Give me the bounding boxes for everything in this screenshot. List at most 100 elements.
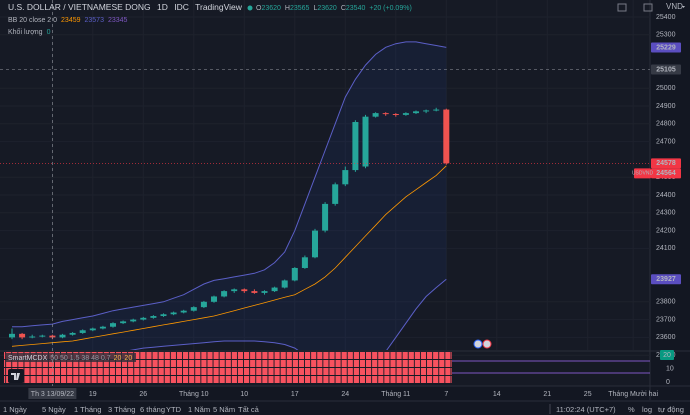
header-line: U.S. DOLLAR / VIETNAMESE DONG 1D IDC Tra…	[8, 2, 243, 12]
ohlc-value: 23620	[317, 5, 337, 12]
bb-line	[11, 165, 447, 347]
symbol: U.S. DOLLAR / VIETNAMESE DONG	[8, 2, 151, 12]
bb-value: 23459	[61, 17, 81, 24]
candle-body	[352, 122, 359, 171]
y-tick-label: 24400	[656, 192, 676, 199]
bb-value: 23345	[108, 17, 128, 24]
unit-caret	[682, 6, 685, 8]
source: TradingView	[195, 2, 243, 12]
range-button[interactable]: 1 Tháng	[74, 405, 101, 414]
indicator-tick: 10	[666, 365, 674, 372]
candle-body	[89, 328, 96, 331]
price-marker-label: 23927	[656, 276, 676, 283]
bb-line	[12, 41, 447, 328]
candle-body	[140, 317, 147, 320]
price-marker	[651, 274, 681, 285]
candle-body	[291, 267, 298, 281]
ohlc: O23620 H23565 L23620 C23540 +20 (+0.09%)	[256, 5, 412, 12]
candle-body	[180, 310, 187, 313]
x-tick-label: Tháng 11	[381, 391, 410, 398]
range-button[interactable]: 3 Tháng	[108, 405, 135, 414]
y-tick-label: 24200	[656, 227, 676, 234]
ohlc-value: 23565	[290, 5, 310, 12]
crosshair-date-bg	[28, 388, 77, 399]
ohlc-label: C	[341, 5, 346, 12]
range-button[interactable]: 5 Năm	[213, 405, 235, 414]
candle-body	[69, 332, 76, 335]
price-marker	[651, 158, 681, 169]
indicator-tick: 0	[666, 379, 670, 386]
y-tick-label: 23700	[656, 316, 676, 323]
range-button[interactable]: 1 Năm	[188, 405, 210, 414]
candle-body	[120, 321, 127, 324]
y-tick-label: 23600	[656, 334, 676, 341]
ohlc-label: L	[313, 5, 317, 12]
candle-body	[110, 323, 116, 327]
ohlc-value: 23620	[261, 5, 281, 12]
range-button[interactable]: YTD	[166, 405, 182, 414]
candle-body	[423, 110, 430, 112]
y-tick-label: 25300	[656, 32, 676, 39]
range-button[interactable]: 6 tháng	[140, 405, 165, 414]
unit[interactable]: VND	[666, 2, 683, 11]
range-button[interactable]: 1 Ngày	[3, 405, 27, 414]
candle-body	[79, 330, 86, 333]
candle-body	[190, 307, 197, 311]
event-icon[interactable]	[482, 339, 492, 349]
candle-body	[413, 111, 419, 114]
x-tick-label: Tháng 10	[179, 391, 209, 398]
toolbar: 1 Ngày 5 Ngày 1 Tháng 3 Tháng 6 tháng YTD 1 Nă…	[3, 404, 684, 414]
candle-body	[211, 296, 217, 302]
candle-body	[271, 287, 278, 292]
x-tick-label: 19	[89, 391, 97, 398]
indicator-name: SmartMCDX	[8, 355, 48, 362]
x-tick-label: 26	[139, 391, 147, 398]
x-tick-label: 21	[543, 391, 551, 398]
indicator-marker	[660, 350, 674, 360]
axis-option[interactable]: log	[642, 405, 652, 414]
icon[interactable]	[643, 3, 653, 12]
x-tick-label: 14	[493, 391, 501, 398]
y-tick-label: 24300	[656, 210, 676, 217]
event-icon[interactable]	[473, 339, 483, 349]
volume-legend: Khối lượng 0	[8, 27, 51, 36]
candle-body	[382, 113, 389, 115]
ohlc-label: H	[285, 5, 290, 12]
indicator-params: 50 50 1.5 38 48 0.7	[50, 355, 110, 362]
candle-body	[372, 113, 379, 117]
x-tick-label: 24	[341, 391, 349, 398]
candle-body	[301, 257, 308, 268]
chart-pane	[0, 0, 650, 386]
symbol-marker	[634, 168, 651, 179]
candle-body	[39, 335, 46, 337]
range-button[interactable]: 5 Ngày	[42, 405, 66, 414]
icon[interactable]	[617, 3, 627, 12]
range-button[interactable]: Tất cả	[238, 405, 260, 414]
candle-body	[130, 319, 137, 322]
price-marker-label: 24578	[656, 160, 676, 167]
x-tick-label: 25	[584, 391, 592, 398]
indicator-marker-label: 20	[663, 352, 671, 359]
y-tick-label: 24100	[656, 245, 676, 252]
status-dot	[247, 5, 253, 11]
candle-body	[362, 116, 369, 167]
x-tick-label: 7	[444, 391, 448, 398]
x-tick-label: 17	[291, 391, 299, 398]
axis-option[interactable]: tự động	[658, 405, 684, 414]
y-tick-label: 25000	[656, 85, 676, 92]
plot	[9, 41, 450, 350]
axis-option[interactable]: %	[628, 405, 635, 414]
price-marker-label: 25105	[656, 66, 676, 73]
candle-body	[261, 291, 268, 293]
price-marker-label: 25229	[656, 44, 676, 51]
ohlc-value: 23540	[346, 5, 366, 12]
y-tick-label: 25400	[656, 14, 676, 21]
candle-body	[281, 280, 288, 288]
indicator-value: 20	[114, 355, 122, 362]
x-tick-label: Tháng Mười hai	[608, 391, 658, 398]
y-tick-label: 24800	[656, 121, 676, 128]
candle-body	[160, 314, 167, 317]
candle-body	[433, 109, 440, 111]
price-marker	[651, 42, 681, 53]
